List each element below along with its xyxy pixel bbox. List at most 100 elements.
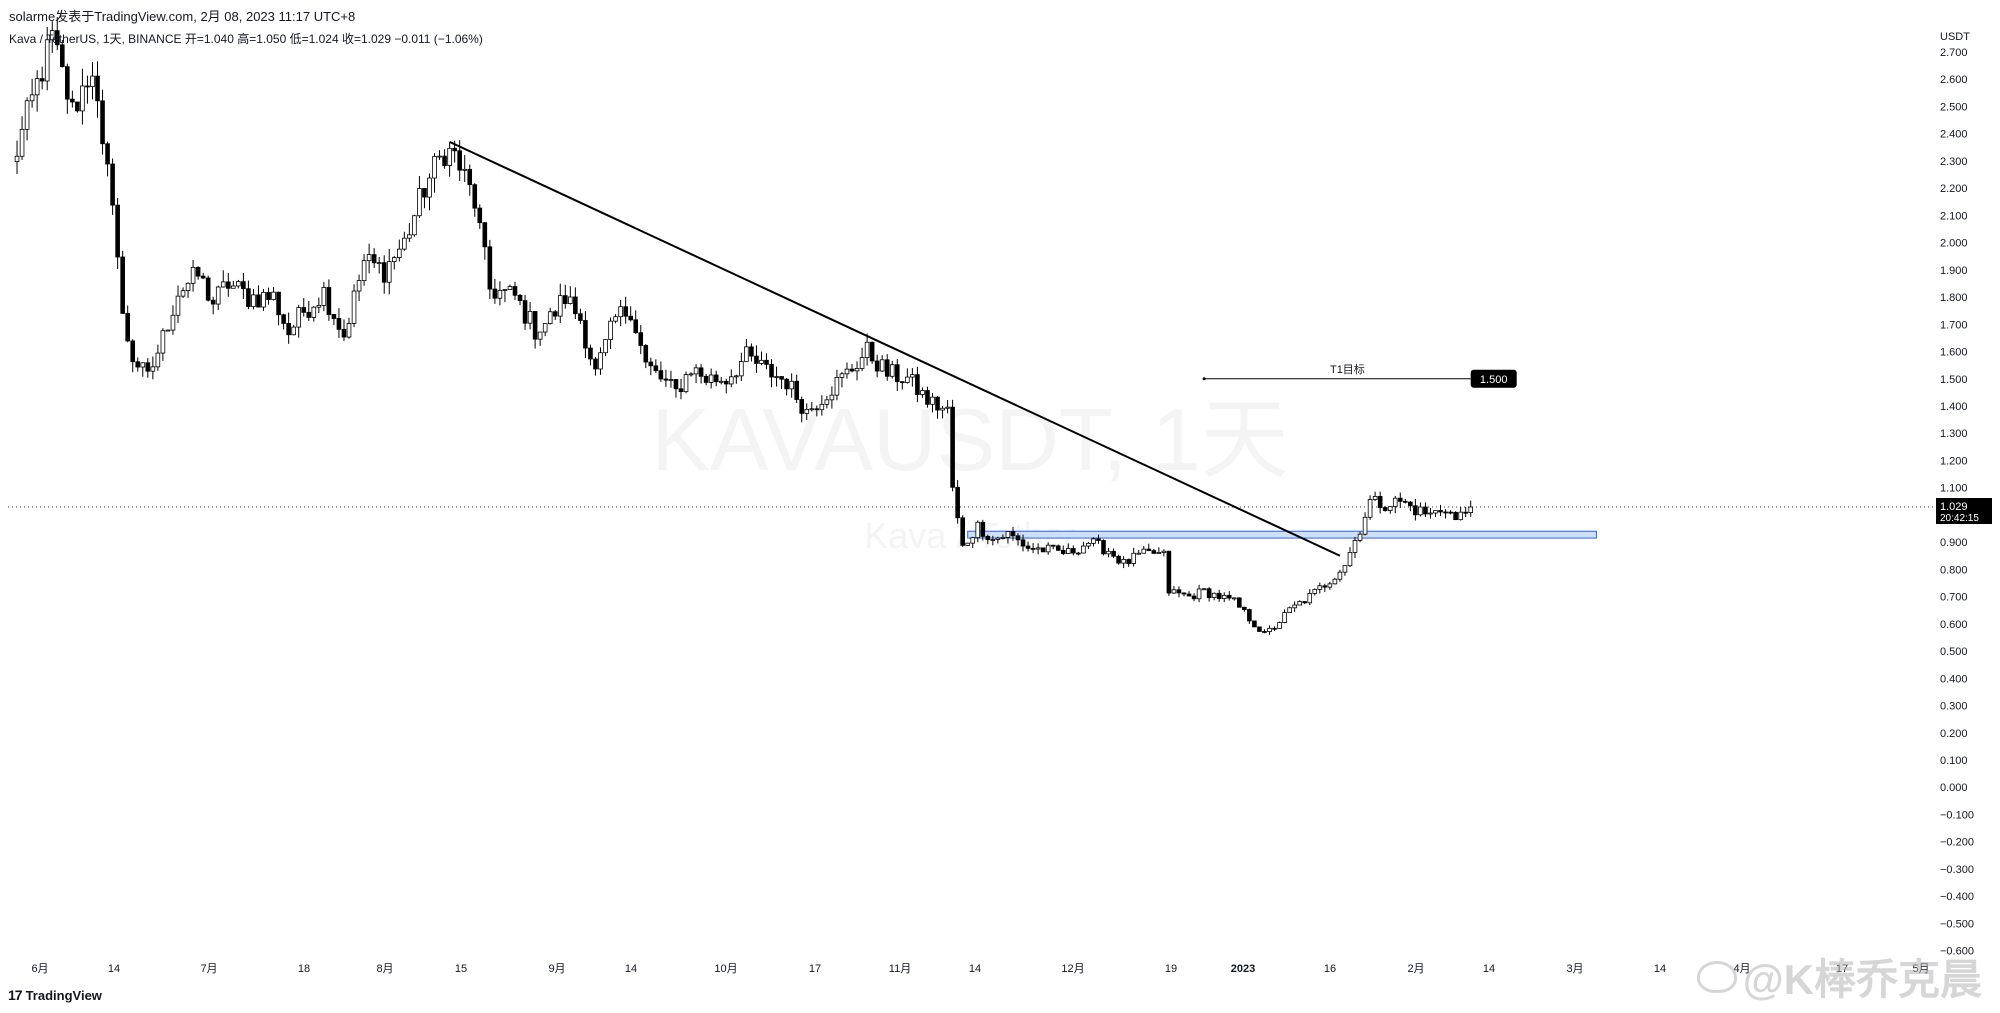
candle[interactable]	[884, 359, 890, 377]
candle[interactable]	[739, 361, 744, 377]
candle[interactable]	[1458, 511, 1463, 521]
tradingview-logo[interactable]: 17 TradingView	[8, 986, 102, 1004]
candle[interactable]	[1242, 606, 1247, 610]
candle[interactable]	[1121, 559, 1126, 564]
candle[interactable]	[60, 44, 65, 68]
candle[interactable]	[834, 376, 840, 396]
candle[interactable]	[940, 407, 945, 411]
candle[interactable]	[889, 364, 895, 377]
candle[interactable]	[482, 222, 488, 248]
candle[interactable]	[1111, 550, 1116, 557]
candle[interactable]	[1126, 559, 1131, 564]
candle[interactable]	[1317, 585, 1323, 590]
candle[interactable]	[764, 359, 769, 365]
candle[interactable]	[698, 367, 704, 377]
candle[interactable]	[819, 403, 825, 411]
candle[interactable]	[1040, 547, 1046, 553]
candle[interactable]	[85, 85, 90, 88]
candle[interactable]	[130, 340, 136, 363]
candle[interactable]	[1443, 511, 1448, 514]
candle[interactable]	[593, 358, 598, 370]
candle[interactable]	[316, 304, 322, 308]
candle[interactable]	[1071, 548, 1076, 554]
candle[interactable]	[1161, 550, 1167, 553]
candle[interactable]	[1060, 549, 1066, 554]
candle[interactable]	[1211, 592, 1217, 598]
candle[interactable]	[1262, 631, 1267, 633]
candle[interactable]	[839, 373, 845, 378]
candle[interactable]	[638, 332, 644, 346]
candle[interactable]	[1191, 595, 1197, 600]
candle[interactable]	[859, 357, 865, 369]
candle[interactable]	[759, 359, 764, 364]
candle[interactable]	[1106, 550, 1111, 555]
candle[interactable]	[1327, 583, 1333, 588]
candle[interactable]	[155, 352, 161, 368]
candle[interactable]	[532, 311, 538, 340]
candle[interactable]	[145, 362, 151, 372]
candle[interactable]	[452, 147, 457, 152]
candle[interactable]	[125, 313, 130, 342]
candle[interactable]	[1076, 552, 1081, 555]
candle[interactable]	[447, 147, 452, 166]
candle[interactable]	[1382, 507, 1388, 511]
candle[interactable]	[120, 256, 125, 314]
candle[interactable]	[844, 368, 850, 375]
candle[interactable]	[1438, 510, 1443, 513]
candle[interactable]	[276, 291, 281, 316]
candle[interactable]	[708, 374, 714, 383]
candle[interactable]	[960, 517, 965, 546]
candle[interactable]	[366, 254, 372, 262]
candle[interactable]	[703, 375, 709, 383]
candle[interactable]	[1453, 511, 1458, 521]
candle[interactable]	[24, 100, 30, 130]
candle[interactable]	[75, 101, 80, 112]
candle[interactable]	[1050, 544, 1056, 547]
candle[interactable]	[326, 287, 332, 315]
candle[interactable]	[281, 314, 286, 324]
candle[interactable]	[1020, 539, 1026, 547]
candle[interactable]	[613, 316, 618, 322]
candle[interactable]	[236, 281, 241, 287]
candle[interactable]	[1086, 542, 1091, 547]
price-axis[interactable]: USDT 2.700 2.600 2.500 2.400 2.300 2.200 2.100 2…	[1940, 31, 1974, 958]
candle[interactable]	[678, 388, 684, 393]
candle[interactable]	[673, 379, 679, 390]
candle[interactable]	[386, 261, 392, 283]
candle[interactable]	[1066, 548, 1071, 554]
candle[interactable]	[774, 376, 779, 378]
candle[interactable]	[467, 168, 473, 186]
candle[interactable]	[1221, 594, 1227, 600]
candle[interactable]	[422, 188, 427, 198]
candle[interactable]	[754, 355, 759, 364]
candle[interactable]	[1131, 552, 1136, 564]
candle[interactable]	[728, 376, 734, 385]
candle[interactable]	[442, 155, 447, 166]
candle[interactable]	[824, 399, 830, 405]
candle[interactable]	[718, 380, 724, 383]
candle[interactable]	[925, 390, 930, 405]
candle[interactable]	[1101, 540, 1106, 555]
candle[interactable]	[658, 370, 664, 380]
candle[interactable]	[537, 331, 543, 340]
candle[interactable]	[1372, 496, 1378, 500]
candle[interactable]	[29, 94, 35, 102]
candle[interactable]	[135, 361, 141, 368]
candle[interactable]	[341, 328, 347, 338]
candle[interactable]	[527, 311, 533, 324]
candle[interactable]	[336, 318, 342, 330]
candle[interactable]	[1367, 499, 1373, 518]
candle[interactable]	[1055, 545, 1061, 551]
candle[interactable]	[1252, 620, 1257, 628]
candle[interactable]	[633, 319, 639, 334]
candle[interactable]	[552, 311, 558, 317]
candle[interactable]	[231, 285, 236, 289]
candle[interactable]	[512, 286, 518, 296]
candle[interactable]	[65, 66, 70, 100]
candle[interactable]	[557, 295, 563, 317]
candle[interactable]	[1091, 538, 1096, 544]
candle[interactable]	[1337, 571, 1343, 580]
candle[interactable]	[95, 75, 100, 102]
candle[interactable]	[688, 373, 694, 376]
candle[interactable]	[376, 262, 382, 265]
